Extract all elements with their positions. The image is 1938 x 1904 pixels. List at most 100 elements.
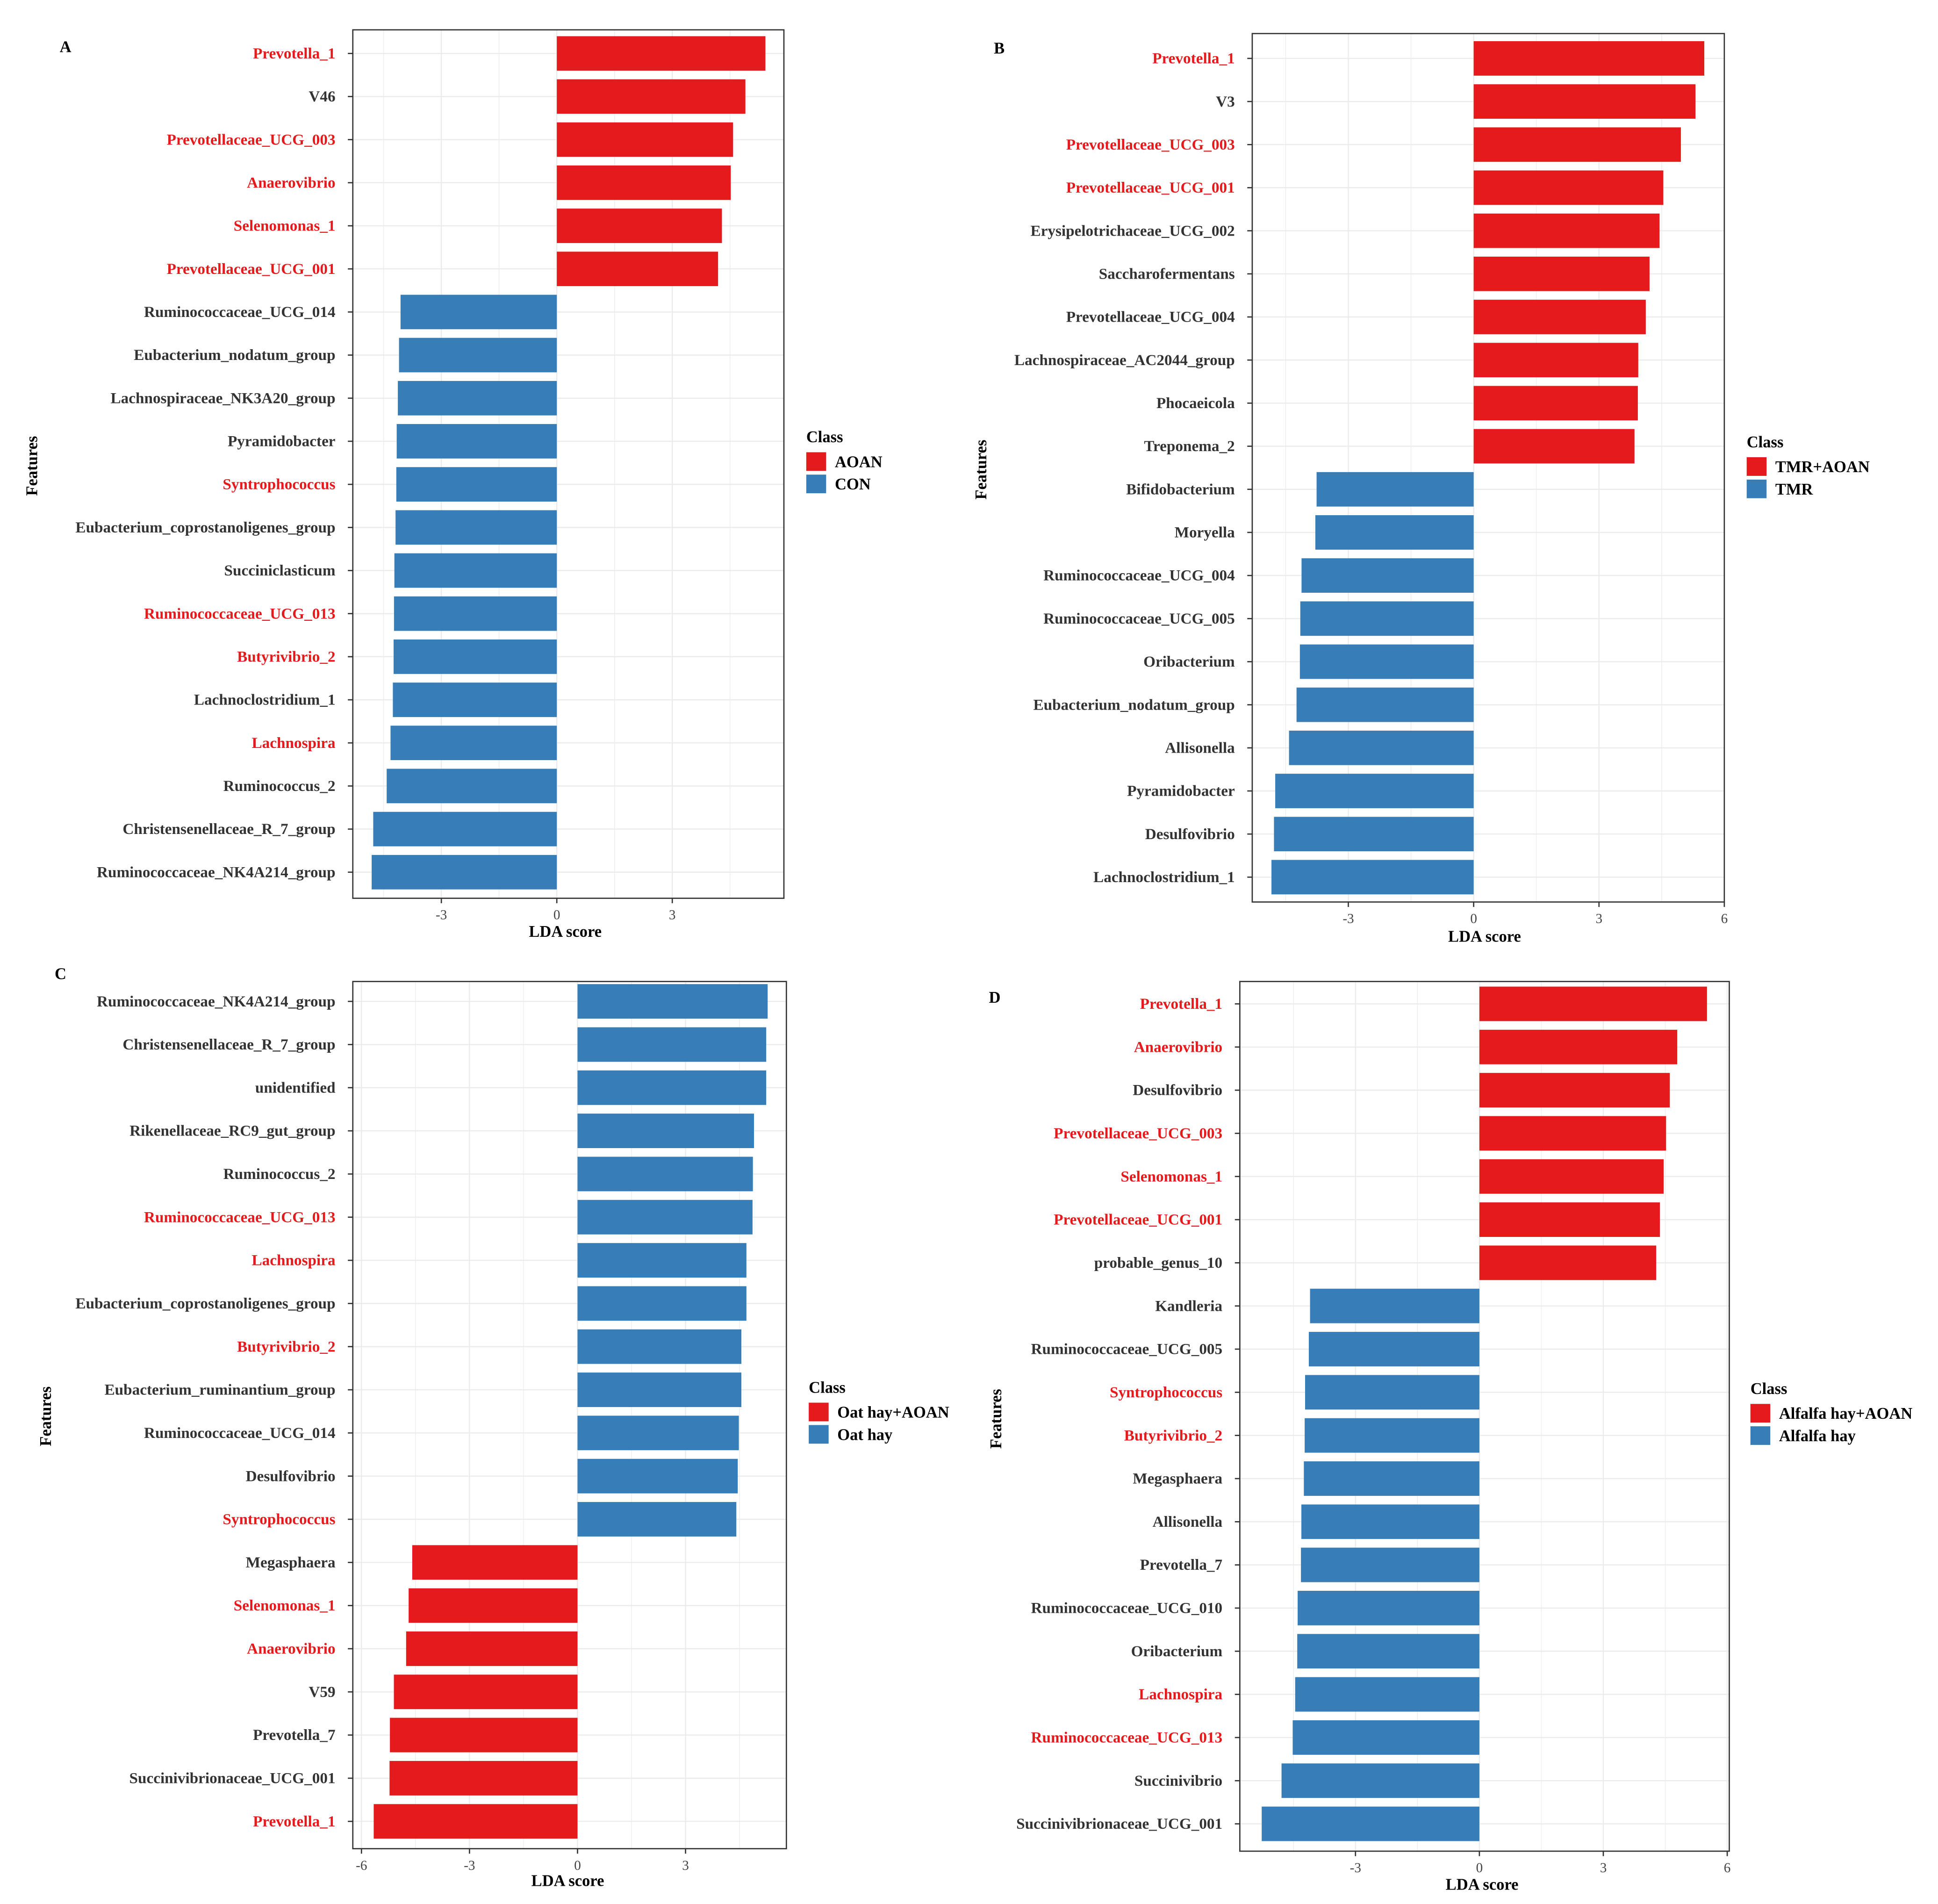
bar-desulfovibrio: [1479, 1073, 1670, 1108]
panel-letter: B: [994, 39, 1005, 57]
bar-prevotellaceae_ucg_001: [1479, 1202, 1660, 1237]
legend-title: Class: [809, 1379, 846, 1396]
x-axis-label: LDA score: [1446, 1875, 1519, 1893]
feature-label: Desulfovibrio: [246, 1467, 336, 1485]
bar-selenomonas_1: [409, 1588, 578, 1623]
x-tick-label: 6: [1721, 912, 1728, 927]
bar-christensenellaceae_r_7_group: [577, 1027, 767, 1062]
x-tick-label: 3: [682, 1858, 689, 1873]
bar-eubacterium_nodatum_group: [1296, 687, 1474, 722]
feature-label: Oribacterium: [1143, 653, 1235, 670]
feature-label: Ruminococcaceae_UCG_014: [144, 1424, 336, 1442]
bar-succiniclasticum: [394, 553, 557, 588]
bar-prevotella_1: [557, 36, 766, 71]
feature-label: Rikenellaceae_RC9_gut_group: [129, 1122, 335, 1140]
bar-rikenellaceae_rc9_gut_group: [577, 1114, 754, 1149]
bar-lachnospira: [577, 1243, 746, 1278]
feature-label: Eubacterium_ruminantium_group: [105, 1381, 336, 1399]
panel-a: Prevotella_1 V46 Prevotellaceae_UCG_003 Ana…: [23, 29, 883, 941]
y-axis-label: Features: [987, 1389, 1005, 1449]
x-tick-label: -3: [464, 1858, 475, 1873]
feature-label: Anaerovibrio: [1134, 1038, 1222, 1056]
bar-prevotella_1: [1479, 986, 1707, 1021]
x-tick-label: 3: [669, 908, 676, 923]
feature-label: Succiniclasticum: [224, 562, 336, 579]
legend: Class Oat hay+AOAN Oat hay: [809, 1379, 949, 1444]
bar-oribacterium: [1297, 1634, 1479, 1669]
bar-v3: [1473, 84, 1696, 119]
legend-title: Class: [806, 428, 843, 446]
feature-label: Prevotella_1: [253, 1813, 336, 1830]
bar-prevotellaceae_ucg_001: [557, 251, 718, 287]
feature-label: Oribacterium: [1131, 1643, 1223, 1660]
feature-label: Lachnospira: [252, 734, 336, 752]
feature-label: Pyramidobacter: [228, 433, 336, 450]
bar-v59: [394, 1674, 578, 1710]
feature-label: Prevotellaceae_UCG_001: [167, 260, 336, 278]
feature-label: V3: [1216, 93, 1235, 110]
feature-label: Lachnoclostridium_1: [194, 691, 336, 709]
feature-label: Pyramidobacter: [1127, 783, 1235, 800]
x-tick-label: -3: [1342, 912, 1354, 927]
feature-label: Prevotellaceae_UCG_003: [167, 131, 336, 148]
legend-label: TMR+AOAN: [1775, 458, 1870, 476]
y-axis-label: Features: [37, 1387, 55, 1446]
bar-phocaeicola: [1473, 386, 1638, 421]
bar-eubacterium_coprostanoligenes_group: [577, 1286, 746, 1321]
legend-label: CON: [835, 475, 871, 493]
feature-label: Eubacterium_nodatum_group: [134, 346, 335, 364]
x-axis-label: LDA score: [529, 923, 602, 941]
feature-label: Ruminococcaceae_UCG_004: [1043, 567, 1235, 584]
legend-swatch: [806, 474, 826, 494]
bar-treponema_2: [1473, 429, 1635, 464]
panel-d: Prevotella_1 Anaerovibrio Desulfovibrio Pre…: [987, 981, 1912, 1893]
bar-ruminococcaceae_nk4a214_group: [577, 984, 768, 1019]
bar-lachnoclostridium_1: [1271, 860, 1474, 895]
bar-syntrophococcus: [1305, 1375, 1479, 1410]
feature-label: Phocaeicola: [1156, 395, 1235, 412]
bar-eubacterium_nodatum_group: [399, 338, 557, 373]
bar-eubacterium_coprostanoligenes_group: [395, 510, 557, 545]
bar-allisonella: [1301, 1504, 1479, 1539]
feature-label: Prevotellaceae_UCG_003: [1054, 1125, 1222, 1142]
bar-bifidobacterium: [1316, 472, 1474, 507]
feature-label: Eubacterium_coprostanoligenes_group: [75, 1295, 335, 1312]
bar-prevotella_1: [1473, 41, 1704, 76]
bar-ruminococcaceae_ucg_010: [1298, 1591, 1479, 1625]
feature-label: Ruminococcaceae_UCG_013: [144, 1208, 336, 1226]
feature-label: Butyrivibrio_2: [237, 1338, 335, 1355]
feature-label: Prevotella_7: [253, 1726, 336, 1744]
feature-label: Anaerovibrio: [247, 1640, 335, 1658]
feature-label: Succinivibrionaceae_UCG_001: [129, 1770, 336, 1787]
feature-label: Desulfovibrio: [1133, 1082, 1222, 1099]
feature-label: Bifidobacterium: [1126, 481, 1235, 498]
feature-label: Treponema_2: [1144, 438, 1235, 455]
panel-letter: A: [60, 38, 72, 56]
bar-probable_genus_10: [1479, 1245, 1657, 1280]
bar-prevotella_7: [1301, 1547, 1479, 1582]
y-axis-label: Features: [23, 436, 41, 496]
feature-label: Succinivibrionaceae_UCG_001: [1016, 1815, 1222, 1832]
feature-label: Megasphaera: [246, 1554, 336, 1571]
bar-ruminococcaceae_ucg_013: [577, 1200, 753, 1235]
bar-pyramidobacter: [1275, 774, 1474, 808]
feature-label: Selenomonas_1: [234, 1597, 336, 1614]
legend: Class Alfalfa hay+AOAN Alfalfa hay: [1750, 1380, 1912, 1445]
bar-lachnospiraceae_ac2044_group: [1473, 343, 1638, 378]
legend-title: Class: [1747, 433, 1784, 451]
bar-unidentified: [577, 1070, 767, 1105]
feature-label: Allisonella: [1153, 1513, 1223, 1530]
bar-lachnospira: [1295, 1677, 1479, 1712]
legend-swatch: [1750, 1404, 1771, 1423]
feature-label: Ruminococcaceae_NK4A214_group: [97, 863, 336, 881]
bar-christensenellaceae_r_7_group: [373, 812, 557, 847]
legend-label: Oat hay+AOAN: [837, 1403, 949, 1421]
feature-label: Prevotellaceae_UCG_003: [1066, 136, 1235, 153]
bar-prevotellaceae_ucg_003: [1479, 1116, 1666, 1151]
bar-prevotellaceae_ucg_003: [557, 122, 733, 157]
feature-label: Kandleria: [1155, 1297, 1222, 1315]
bar-lachnospira: [390, 726, 557, 761]
feature-label: unidentified: [255, 1079, 336, 1096]
bar-prevotella_7: [390, 1717, 578, 1753]
